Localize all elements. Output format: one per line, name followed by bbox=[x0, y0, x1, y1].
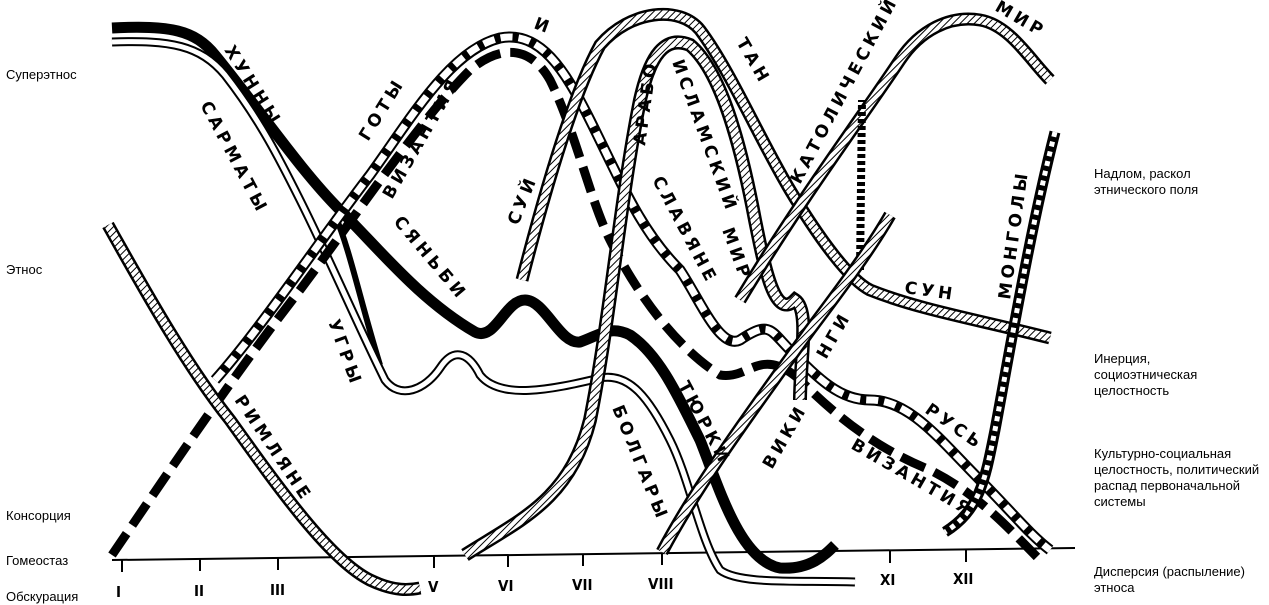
label-byzantium-2: ВИЗАНТИЯ bbox=[848, 435, 977, 521]
left-label-consortium: Консорция bbox=[6, 508, 71, 523]
left-label-homeostasis: Гомеостаз bbox=[6, 553, 69, 568]
right-label-inertia: Инерция, социоэтническая целостность bbox=[1094, 351, 1198, 398]
left-label-ethnos: Этнос bbox=[6, 262, 43, 277]
century-label: II bbox=[194, 582, 204, 600]
curve-catholic-branch bbox=[856, 99, 866, 271]
label-catholic: КАТОЛИЧЕСКИЙ bbox=[785, 0, 903, 187]
century-label: XI bbox=[880, 571, 895, 589]
left-label-superethnos: Суперэтнос bbox=[6, 67, 77, 82]
century-ticks bbox=[121, 550, 967, 572]
right-label-breakdown: Надлом, раскол этнического поля bbox=[1094, 166, 1199, 197]
curve-huns bbox=[111, 21, 839, 574]
century-label: XII bbox=[953, 570, 973, 588]
century-label: VIII bbox=[648, 575, 674, 593]
century-label: III bbox=[270, 581, 285, 599]
label-and: И bbox=[531, 14, 555, 39]
century-label: VII bbox=[572, 576, 592, 594]
century-labels: I II III V VI VII VIII XI XII bbox=[116, 570, 973, 601]
right-label-cultural-integrity: Культурно-социальная целостность, полити… bbox=[1094, 446, 1260, 509]
right-label-dispersion: Дисперсия (распыление) этноса bbox=[1094, 564, 1245, 595]
time-axis bbox=[111, 547, 1076, 561]
label-viki: ВИКИ bbox=[759, 401, 812, 473]
left-label-obscuration: Обскурация bbox=[6, 589, 79, 604]
century-label: I bbox=[116, 583, 121, 601]
curve-romans bbox=[102, 221, 422, 597]
century-label: V bbox=[428, 578, 439, 596]
label-xianbei: СЯНЬБИ bbox=[389, 212, 471, 304]
curve-huns-ugry-branch bbox=[332, 213, 383, 366]
curve-byzantium bbox=[108, 47, 1044, 564]
century-label: VI bbox=[498, 577, 513, 595]
label-mir-1: МИР bbox=[717, 225, 755, 284]
